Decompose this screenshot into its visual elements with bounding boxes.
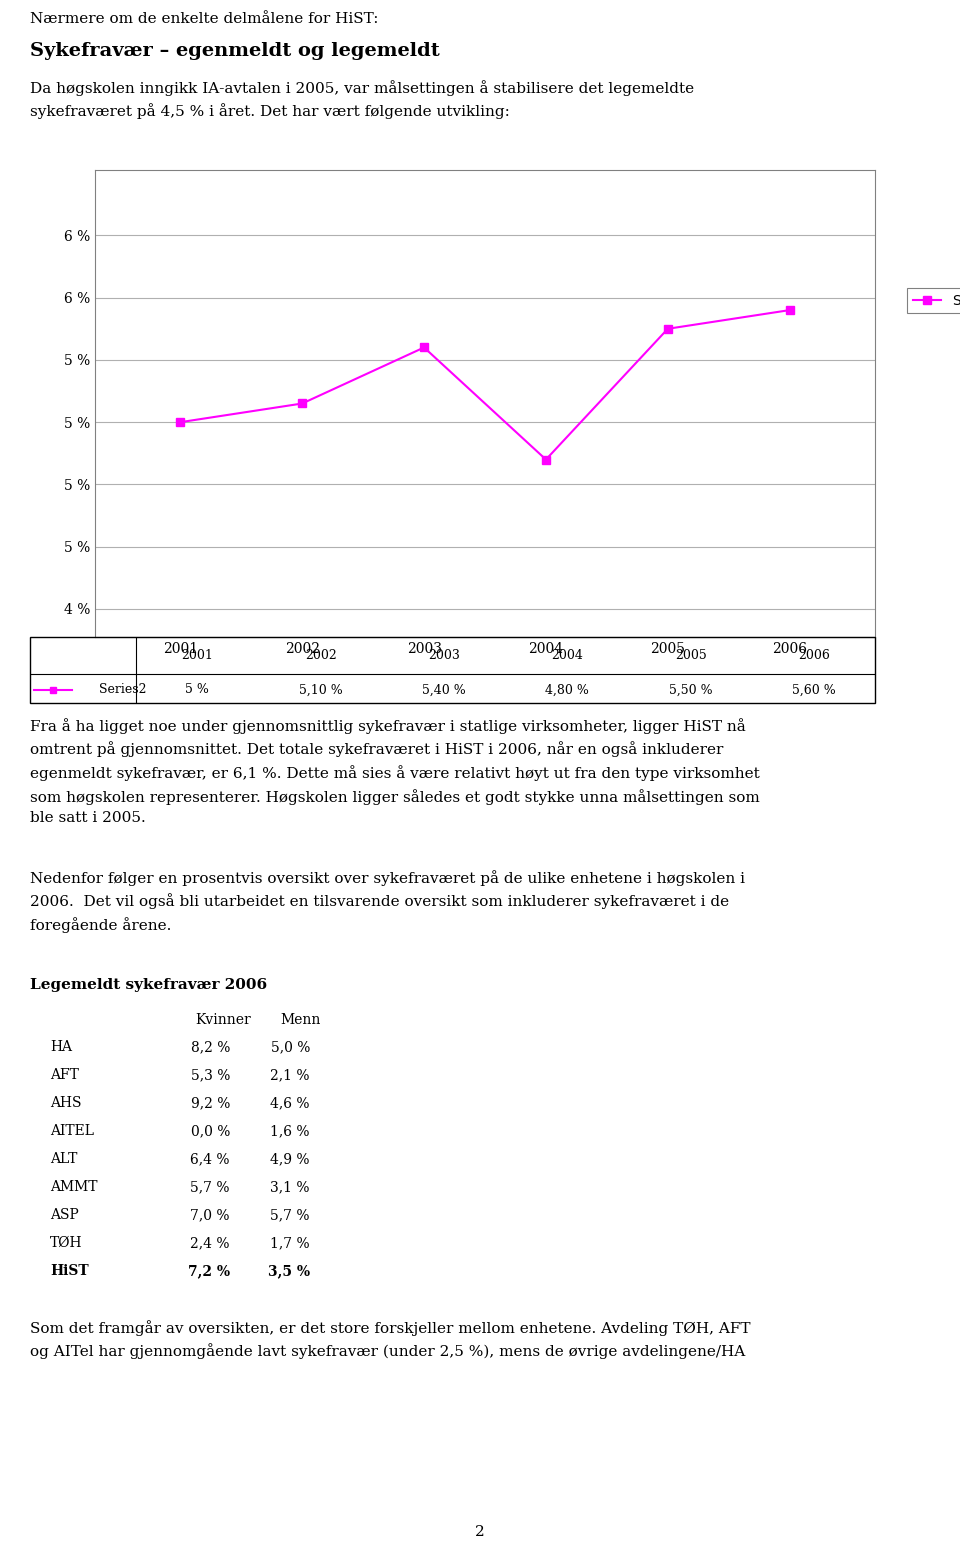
Text: 5,0 %: 5,0 % (271, 1040, 310, 1054)
Text: ASP: ASP (50, 1208, 79, 1222)
Text: 2006: 2006 (798, 650, 830, 662)
Text: AHS: AHS (50, 1096, 82, 1109)
Text: Legemeldt sykefravær 2006: Legemeldt sykefravær 2006 (30, 978, 267, 992)
Text: 2004: 2004 (551, 650, 584, 662)
Text: Menn: Menn (280, 1014, 321, 1028)
Text: 0,0 %: 0,0 % (191, 1123, 230, 1139)
Text: 7,2 %: 7,2 % (188, 1264, 230, 1278)
Text: 5,10 %: 5,10 % (299, 684, 343, 696)
Text: 2002: 2002 (305, 650, 337, 662)
Text: 4,9 %: 4,9 % (271, 1153, 310, 1167)
Text: 1,7 %: 1,7 % (271, 1236, 310, 1250)
Text: 4,6 %: 4,6 % (271, 1096, 310, 1109)
Text: 5,50 %: 5,50 % (669, 684, 712, 696)
Text: 8,2 %: 8,2 % (191, 1040, 230, 1054)
Text: HiST: HiST (50, 1264, 88, 1278)
Text: 2005: 2005 (675, 650, 707, 662)
Text: 2,4 %: 2,4 % (190, 1236, 230, 1250)
Text: 3,5 %: 3,5 % (268, 1264, 310, 1278)
Legend: Series2: Series2 (907, 289, 960, 313)
Text: AITEL: AITEL (50, 1123, 94, 1139)
Text: 5,3 %: 5,3 % (191, 1068, 230, 1082)
Text: 2003: 2003 (428, 650, 460, 662)
Text: 2001: 2001 (181, 650, 213, 662)
Text: 2,1 %: 2,1 % (271, 1068, 310, 1082)
Text: 5 %: 5 % (185, 684, 209, 696)
Text: Kvinner: Kvinner (195, 1014, 251, 1028)
Text: AMMT: AMMT (50, 1180, 98, 1194)
Text: ALT: ALT (50, 1153, 78, 1167)
Text: AFT: AFT (50, 1068, 79, 1082)
Text: 5,40 %: 5,40 % (422, 684, 466, 696)
Text: 5,7 %: 5,7 % (271, 1208, 310, 1222)
Text: 6,4 %: 6,4 % (190, 1153, 230, 1167)
Text: Sykefravær – egenmeldt og legemeldt: Sykefravær – egenmeldt og legemeldt (30, 42, 440, 60)
Text: 7,0 %: 7,0 % (190, 1208, 230, 1222)
Text: 9,2 %: 9,2 % (191, 1096, 230, 1109)
Text: TØH: TØH (50, 1236, 83, 1250)
Text: Da høgskolen inngikk IA-avtalen i 2005, var målsettingen å stabilisere det legem: Da høgskolen inngikk IA-avtalen i 2005, … (30, 80, 694, 119)
Text: Som det framgår av oversikten, er det store forskjeller mellom enhetene. Avdelin: Som det framgår av oversikten, er det st… (30, 1319, 751, 1359)
Text: 5,7 %: 5,7 % (190, 1180, 230, 1194)
Text: 5,60 %: 5,60 % (792, 684, 836, 696)
Text: 1,6 %: 1,6 % (271, 1123, 310, 1139)
Text: HA: HA (50, 1040, 72, 1054)
Text: 2: 2 (475, 1524, 485, 1538)
Text: Fra å ha ligget noe under gjennomsnittlig sykefravær i statlige virksomheter, li: Fra å ha ligget noe under gjennomsnittli… (30, 717, 759, 826)
Text: Series2: Series2 (99, 684, 146, 696)
Text: 3,1 %: 3,1 % (271, 1180, 310, 1194)
Text: Nedenfor følger en prosentvis oversikt over sykefraværet på de ulike enhetene i : Nedenfor følger en prosentvis oversikt o… (30, 870, 745, 934)
Text: 4,80 %: 4,80 % (545, 684, 589, 696)
Text: Nærmere om de enkelte delmålene for HiST:: Nærmere om de enkelte delmålene for HiST… (30, 12, 378, 26)
